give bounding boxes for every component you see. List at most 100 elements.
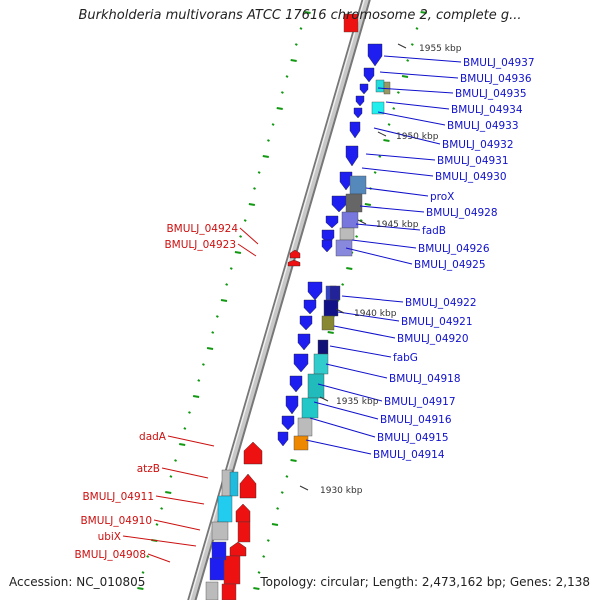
tick-mark: [160, 507, 164, 510]
forward-gene-label[interactable]: BMULJ_04930: [435, 171, 507, 183]
tick-mark: [387, 123, 391, 126]
forward-leader-line: [325, 363, 388, 379]
tick-mark: [201, 363, 205, 366]
forward-gene-arrow: [289, 375, 303, 393]
forward-gene-label[interactable]: BMULJ_04918: [389, 373, 461, 385]
forward-gene-label[interactable]: fabG: [393, 352, 418, 364]
tick-mark: [225, 283, 229, 286]
forward-leader-line: [351, 239, 417, 249]
reverse-gene-arrow: [289, 249, 301, 259]
forward-leader-line: [337, 311, 400, 322]
forward-gene-label[interactable]: fadB: [422, 225, 446, 237]
reverse-gene-label[interactable]: BMULJ_04923: [164, 239, 236, 251]
reverse-gene-arrow: [235, 503, 251, 523]
forward-gene-label[interactable]: BMULJ_04926: [418, 243, 490, 255]
forward-leader-line: [329, 345, 392, 358]
forward-leader-line: [383, 55, 462, 63]
tick-mark: [253, 587, 260, 590]
reverse-leader-line: [147, 553, 171, 563]
forward-leader-line: [365, 187, 429, 197]
tick-mark: [276, 107, 283, 110]
tick-mark: [401, 75, 409, 78]
tick-mark: [410, 43, 414, 46]
forward-gene-label[interactable]: BMULJ_04916: [380, 414, 452, 426]
tick-mark: [257, 571, 261, 574]
tick-mark: [188, 411, 191, 414]
tick-mark: [280, 91, 284, 94]
scale-marks: 1955 kbp 1950 kbp 1945 kbp 1940 kbp 1935 kbp…: [299, 43, 462, 496]
gene-features: [205, 13, 391, 600]
forward-gene-label[interactable]: BMULJ_04936: [460, 73, 532, 85]
forward-gene-label[interactable]: BMULJ_04931: [437, 155, 509, 167]
scale-label: 1935 kbp: [336, 397, 379, 407]
tick-mark: [290, 459, 297, 462]
reverse-gene-label[interactable]: atzB: [137, 463, 160, 475]
gene-labels: BMULJ_04937 BMULJ_04936 BMULJ_04935 BMULJ_0…: [74, 57, 534, 561]
forward-gene-arrow: [355, 95, 365, 107]
tick-mark: [248, 203, 256, 206]
reverse-gene-label[interactable]: BMULJ_04908: [74, 549, 146, 561]
forward-gene-block: [301, 397, 319, 419]
forward-gene-label[interactable]: BMULJ_04934: [451, 104, 523, 116]
tick-mark: [271, 523, 279, 526]
tick-mark: [257, 171, 261, 174]
forward-gene-label[interactable]: BMULJ_04922: [405, 297, 477, 309]
forward-gene-block: [375, 79, 385, 93]
reverse-gene-label[interactable]: dadA: [139, 431, 167, 443]
forward-gene-block: [335, 239, 353, 257]
reverse-gene-label[interactable]: BMULJ_04910: [80, 515, 152, 527]
tick-mark: [383, 139, 390, 142]
tick-mark: [280, 491, 284, 494]
forward-gene-arrow: [293, 353, 309, 373]
reverse-gene-label[interactable]: ubiX: [98, 531, 121, 543]
reverse-leader-line: [122, 535, 197, 547]
forward-gene-arrow: [345, 145, 359, 167]
reverse-gene-label[interactable]: BMULJ_04911: [82, 491, 154, 503]
reverse-gene-block: [211, 521, 229, 541]
reverse-gene-block: [209, 557, 225, 581]
forward-gene-block: [339, 227, 355, 241]
tick-mark: [137, 587, 144, 590]
tick-mark: [146, 555, 150, 558]
map-title: Burkholderia multivorans ATCC 17616 chro…: [78, 8, 522, 23]
forward-gene-arrow: [297, 333, 311, 351]
reverse-gene-label[interactable]: BMULJ_04924: [166, 223, 238, 235]
forward-gene-label[interactable]: BMULJ_04928: [426, 207, 498, 219]
tick-mark: [211, 331, 215, 334]
tick-mark: [364, 203, 372, 206]
forward-leader-line: [345, 247, 413, 265]
reverse-gene-block: [237, 521, 251, 543]
forward-gene-label[interactable]: BMULJ_04925: [414, 259, 486, 271]
forward-gene-label[interactable]: BMULJ_04914: [373, 449, 445, 461]
forward-leader-line: [341, 295, 404, 303]
forward-gene-label[interactable]: BMULJ_04932: [442, 139, 514, 151]
forward-gene-label[interactable]: BMULJ_04933: [447, 120, 519, 132]
scale-label: 1940 kbp: [354, 309, 397, 319]
accession-text: Accession: NC_010805: [9, 575, 146, 589]
forward-gene-label[interactable]: BMULJ_04917: [384, 396, 456, 408]
forward-gene-arrow: [299, 315, 313, 331]
map-footer: Accession: NC_010805 Topology: circular;…: [0, 572, 600, 594]
forward-gene-label[interactable]: BMULJ_04915: [377, 432, 449, 444]
reverse-gene-block: [229, 471, 239, 497]
forward-gene-label[interactable]: BMULJ_04921: [401, 316, 473, 328]
forward-leader-line: [359, 205, 425, 213]
forward-gene-block: [321, 315, 335, 331]
forward-gene-label[interactable]: BMULJ_04935: [455, 88, 527, 100]
forward-gene-block: [313, 353, 329, 375]
reverse-leader-line: [237, 243, 257, 257]
forward-leader-line: [313, 401, 379, 420]
tick-mark: [346, 267, 353, 270]
forward-gene-label[interactable]: proX: [430, 191, 454, 203]
tick-mark: [299, 27, 303, 30]
tick-mark: [267, 139, 270, 142]
forward-gene-label[interactable]: BMULJ_04937: [463, 57, 535, 69]
forward-leader-line: [317, 383, 383, 402]
forward-gene-arrow: [359, 83, 369, 95]
forward-gene-arrow: [281, 415, 295, 431]
forward-gene-label[interactable]: BMULJ_04920: [397, 333, 469, 345]
tick-mark: [141, 571, 145, 574]
tick-mark: [174, 459, 177, 462]
